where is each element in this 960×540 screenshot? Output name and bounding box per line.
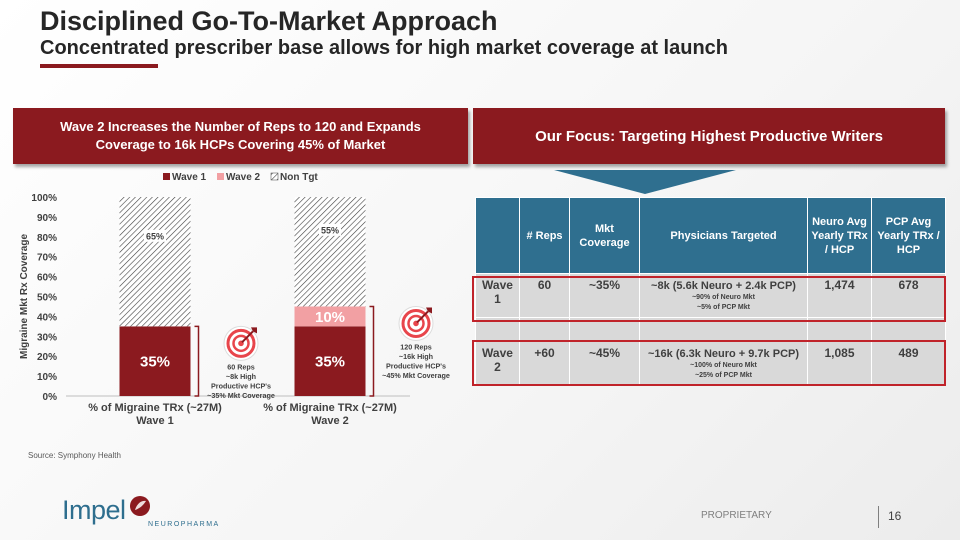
annotation-text: 120 Reps bbox=[400, 342, 432, 351]
footer-divider bbox=[878, 506, 879, 528]
y-tick-label: 20% bbox=[37, 352, 57, 363]
coverage-bracket bbox=[370, 306, 374, 396]
legend-label: Wave 1 bbox=[172, 172, 207, 183]
legend-swatch bbox=[217, 173, 224, 180]
title-underline bbox=[40, 64, 158, 68]
annotation-text: 60 Reps bbox=[227, 362, 255, 371]
y-tick-label: 80% bbox=[37, 233, 57, 244]
y-tick-label: 10% bbox=[37, 372, 57, 383]
table-header-cell: PCP Avg Yearly TRx / HCP bbox=[872, 198, 946, 274]
coverage-bracket bbox=[195, 326, 199, 396]
x-category-label: % of Migraine TRx (~27M) bbox=[88, 402, 222, 414]
data-label: 35% bbox=[315, 354, 345, 371]
x-category-label: Wave 1 bbox=[136, 415, 174, 427]
table-header-cell: Mkt Coverage bbox=[570, 198, 640, 274]
source-note: Source: Symphony Health bbox=[28, 451, 121, 460]
legend-label: Non Tgt bbox=[280, 172, 318, 183]
legend-swatch bbox=[163, 173, 170, 180]
funnel-arrow bbox=[550, 168, 740, 196]
target-icon bbox=[224, 326, 258, 360]
page-number: 16 bbox=[888, 509, 901, 523]
y-tick-label: 70% bbox=[37, 253, 57, 264]
y-axis-title: Migraine Mkt Rx Coverage bbox=[19, 234, 30, 359]
table-header-cell: Neuro Avg Yearly TRx / HCP bbox=[808, 198, 872, 274]
data-label: 65% bbox=[146, 231, 164, 241]
legend-label: Wave 2 bbox=[226, 172, 261, 183]
annotation-text: ~45% Mkt Coverage bbox=[382, 371, 450, 380]
logo-leaf-icon bbox=[129, 495, 151, 517]
left-banner: Wave 2 Increases the Number of Reps to 1… bbox=[13, 108, 468, 164]
annotation-text: ~8k High bbox=[226, 372, 256, 381]
bar-segment-non-tgt bbox=[120, 197, 191, 326]
slide: Disciplined Go-To-Market Approach Concen… bbox=[0, 0, 960, 540]
company-logo: Impel NEUROPHARMA bbox=[62, 497, 151, 524]
annotation-text: ~35% Mkt Coverage bbox=[207, 391, 275, 400]
table-header-row: # Reps Mkt Coverage Physicians Targeted … bbox=[476, 198, 946, 274]
page-subtitle: Concentrated prescriber base allows for … bbox=[40, 37, 728, 60]
data-label: 55% bbox=[321, 225, 339, 235]
y-tick-label: 100% bbox=[31, 193, 57, 204]
logo-wordmark: Impel bbox=[62, 497, 126, 524]
bar-segment-non-tgt bbox=[295, 197, 366, 306]
y-tick-label: 90% bbox=[37, 213, 57, 224]
annotation-text: Productive HCP's bbox=[386, 361, 446, 370]
table-header-cell: # Reps bbox=[520, 198, 570, 274]
table-header-cell bbox=[476, 198, 520, 274]
y-tick-label: 30% bbox=[37, 332, 57, 343]
coverage-chart: 0% 10% 20% 30% 40% 50% 60% 70% 80% 90% 100% Migrain… bbox=[0, 168, 470, 438]
y-tick-label: 60% bbox=[37, 273, 57, 284]
wave2-highlight-box bbox=[472, 340, 946, 386]
target-icon bbox=[399, 306, 433, 340]
table-header-cell: Physicians Targeted bbox=[640, 198, 808, 274]
y-tick-label: 40% bbox=[37, 312, 57, 323]
x-category-label: Wave 2 bbox=[311, 415, 349, 427]
annotation-text: Productive HCP's bbox=[211, 381, 271, 390]
page-title: Disciplined Go-To-Market Approach bbox=[40, 6, 498, 37]
wave1-highlight-box bbox=[472, 276, 946, 322]
legend-swatch bbox=[271, 173, 278, 180]
y-tick-label: 0% bbox=[43, 392, 58, 403]
logo-subtitle: NEUROPHARMA bbox=[148, 521, 220, 528]
data-label: 35% bbox=[140, 354, 170, 371]
data-label: 10% bbox=[315, 309, 345, 326]
annotation-text: ~16k High bbox=[399, 352, 433, 361]
right-banner: Our Focus: Targeting Highest Productive … bbox=[473, 108, 945, 164]
x-category-label: % of Migraine TRx (~27M) bbox=[263, 402, 397, 414]
proprietary-label: PROPRIETARY bbox=[701, 510, 772, 521]
y-tick-label: 50% bbox=[37, 293, 57, 304]
